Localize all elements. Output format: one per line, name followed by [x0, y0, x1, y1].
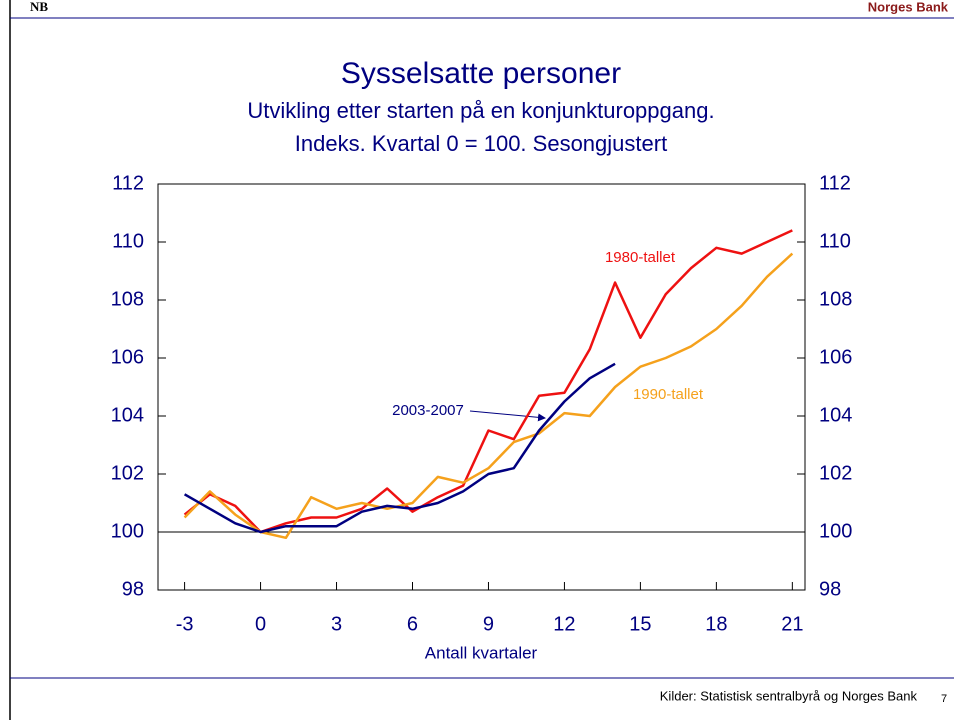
page-number: 7 [941, 693, 947, 705]
plot-frame [157, 183, 806, 591]
series-label: 1980-tallet [605, 249, 676, 266]
y2-tick-label: 110 [819, 230, 851, 252]
annotation-arrow [469, 410, 546, 422]
y2-tick-label: 108 [819, 288, 852, 310]
chart-subtitle: Indeks. Kvartal 0 = 100. Sesongjustert [295, 131, 667, 156]
y2-tick-label: 98 [819, 578, 841, 600]
x-tick-label: 0 [255, 613, 266, 635]
y-tick-label: 106 [111, 346, 144, 368]
y-tick-label: 110 [112, 230, 144, 252]
series-line [183, 362, 616, 534]
series-label: 2003-2007 [392, 402, 464, 419]
source: Kilder: Statistisk sentralbyrå og Norges… [660, 688, 918, 703]
y2-tick-label: 104 [819, 404, 852, 426]
y-tick-label: 112 [112, 172, 144, 194]
x-tick-label: 15 [629, 613, 651, 635]
x-tick-label: 3 [331, 613, 342, 635]
chart-subtitle: Utvikling etter starten på en konjunktur… [247, 98, 714, 123]
x-tick-label: 18 [705, 613, 727, 635]
x-tick-label: 9 [483, 613, 494, 635]
y-tick-label: 104 [111, 404, 144, 426]
series-label: 1990-tallet [633, 386, 704, 403]
x-tick-label: 6 [407, 613, 418, 635]
y2-tick-label: 112 [819, 172, 851, 194]
y2-tick-label: 106 [819, 346, 852, 368]
y2-tick-label: 102 [819, 462, 852, 484]
x-tick-label: 21 [781, 613, 803, 635]
series-line [183, 229, 793, 534]
logo: NB [30, 0, 48, 14]
y2-tick-label: 100 [819, 520, 852, 542]
chart-title: Sysselsatte personer [341, 57, 621, 90]
series-line [183, 252, 794, 540]
x-tick-label: -3 [176, 613, 194, 635]
y-tick-label: 100 [111, 520, 144, 542]
y-tick-label: 102 [111, 462, 144, 484]
x-axis-label: Antall kvartaler [425, 643, 538, 662]
brand: Norges Bank [868, 0, 949, 14]
y-tick-label: 98 [122, 578, 144, 600]
x-tick-label: 12 [553, 613, 575, 635]
y-tick-label: 108 [111, 288, 144, 310]
